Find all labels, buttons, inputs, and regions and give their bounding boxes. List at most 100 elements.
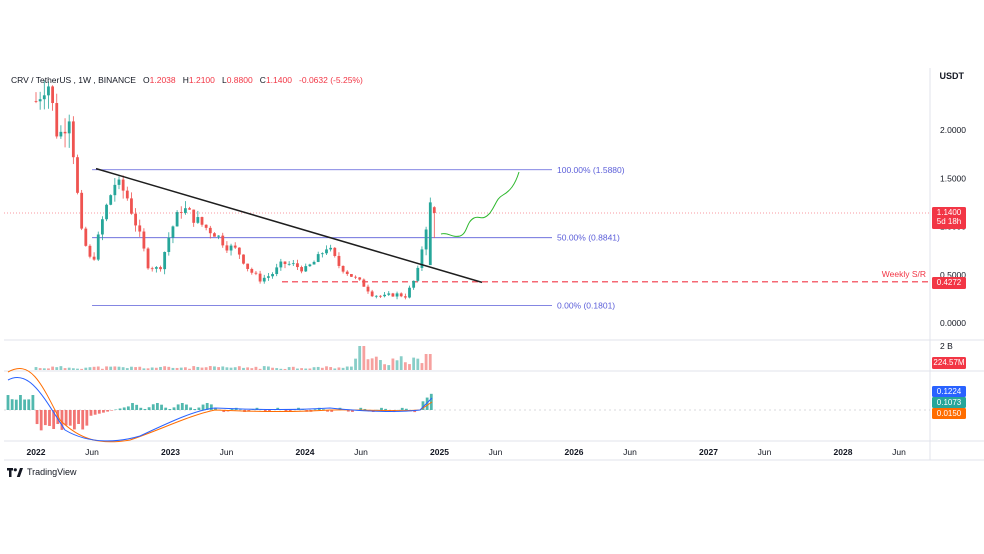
volume-bar <box>325 366 328 370</box>
candle-body <box>175 212 179 227</box>
macd-histogram-bar <box>106 410 109 412</box>
volume-bar <box>395 360 399 370</box>
macd-badge-3-bg <box>932 408 966 419</box>
exchange-sep: , <box>93 75 99 85</box>
candle-body <box>130 198 133 214</box>
interval[interactable]: 1W <box>78 75 92 85</box>
candle-body <box>179 212 183 213</box>
macd-histogram-bar <box>151 404 155 410</box>
support-name: Weekly S/R <box>882 269 926 279</box>
support-badge-text: 0.4272 <box>937 278 962 287</box>
volume-bar <box>63 368 67 370</box>
candle-body <box>316 254 320 262</box>
volume-bar <box>366 359 370 370</box>
last-price-badge-text: 5d 18h <box>937 217 961 226</box>
candle-body <box>329 247 333 250</box>
candle-body <box>391 293 395 297</box>
macd-histogram-bar <box>68 410 72 426</box>
candle-body <box>424 229 428 250</box>
candle-body <box>374 295 378 297</box>
macd-histogram-bar <box>288 410 292 412</box>
volume-bar <box>291 366 295 370</box>
fib-label: 50.00% (0.8841) <box>557 233 620 243</box>
macd-histogram-bar <box>43 410 47 426</box>
y-tick-label: 0.5000 <box>940 270 966 280</box>
macd-histogram-bar <box>56 410 60 425</box>
volume-bar <box>391 358 395 370</box>
trendline-group[interactable] <box>95 167 483 284</box>
volume-bar <box>34 367 38 370</box>
candle-body <box>55 103 59 137</box>
candle-body <box>184 208 187 213</box>
candle-body <box>117 179 121 185</box>
macd-histogram-bar <box>359 407 363 410</box>
volume-bar <box>217 367 220 370</box>
macd-histogram-bar <box>346 410 350 412</box>
candle-body <box>279 261 283 268</box>
candle-body <box>101 219 104 235</box>
x-tick-label: 2024 <box>296 447 315 457</box>
candle-body <box>196 217 200 223</box>
volume-bar <box>246 367 250 370</box>
y-tick-label: 2.0000 <box>940 125 966 135</box>
macd-pane <box>4 368 930 443</box>
x-tick-label: Jun <box>354 447 368 457</box>
volume-bar <box>341 367 345 370</box>
volume-bar <box>175 367 179 370</box>
projection-group[interactable] <box>440 171 520 237</box>
candle-body <box>138 225 142 232</box>
macd-histogram-bar <box>102 410 105 413</box>
macd-histogram-bar <box>363 408 367 410</box>
macd-histogram-bar <box>31 395 35 410</box>
candle-body <box>42 95 46 100</box>
weekly-support: Weekly S/R <box>282 269 930 283</box>
volume-bar <box>312 367 316 370</box>
fib-label: 100.00% (1.5880) <box>557 165 625 175</box>
y-tick-label: 1.5000 <box>940 173 966 183</box>
tradingview-brand[interactable]: TradingView <box>7 467 77 477</box>
symbol-name[interactable]: CRV / TetherUS <box>11 75 72 85</box>
volume-bar <box>138 366 142 370</box>
macd-histogram-bar <box>197 407 201 410</box>
close-value: 1.1400 <box>265 75 292 85</box>
support-badge-bg <box>932 277 966 289</box>
x-tick-label: 2022 <box>27 447 46 457</box>
macd-signal-line <box>7 368 433 443</box>
volume-bar <box>420 363 424 370</box>
volume-bar <box>109 366 113 370</box>
candle-body <box>142 231 146 249</box>
candle-body <box>217 235 220 237</box>
currency-label[interactable]: USDT <box>939 71 965 81</box>
volume-bar <box>134 367 137 370</box>
candle-body <box>341 265 345 272</box>
macd-histogram-bar <box>52 410 56 429</box>
volume-bar <box>42 368 46 370</box>
candle-body <box>412 280 416 288</box>
volume-bar <box>428 354 432 370</box>
candle-body <box>362 279 366 287</box>
x-axis-ticks: 2022 Jun 2023 Jun 2024 Jun 2025 Jun 2026 Jun 2027 J… <box>27 447 907 457</box>
last-price-badge-bg <box>932 207 966 229</box>
candle-body <box>59 131 63 137</box>
macd-line <box>7 377 433 442</box>
volume-bar <box>345 366 349 370</box>
volume-bar <box>84 367 88 370</box>
tradingview-logo-icon <box>7 467 23 477</box>
macd-histogram-bar <box>189 407 192 410</box>
candle-body <box>291 263 295 265</box>
low-label: L <box>221 75 227 85</box>
candle-body <box>213 233 216 237</box>
macd-badge-2-text: 0.1073 <box>937 398 962 407</box>
volume-bar <box>283 368 287 370</box>
volume-bar <box>188 368 191 370</box>
open-label: O <box>143 75 150 85</box>
candle-body <box>262 277 266 282</box>
volume-pane: 2 B <box>34 341 953 370</box>
x-tick-label: 2026 <box>565 447 584 457</box>
candle-body <box>109 195 113 205</box>
volume-bar <box>237 366 241 370</box>
volume-bar <box>204 367 208 370</box>
candle-body <box>387 293 391 295</box>
volume-bar <box>329 367 333 370</box>
